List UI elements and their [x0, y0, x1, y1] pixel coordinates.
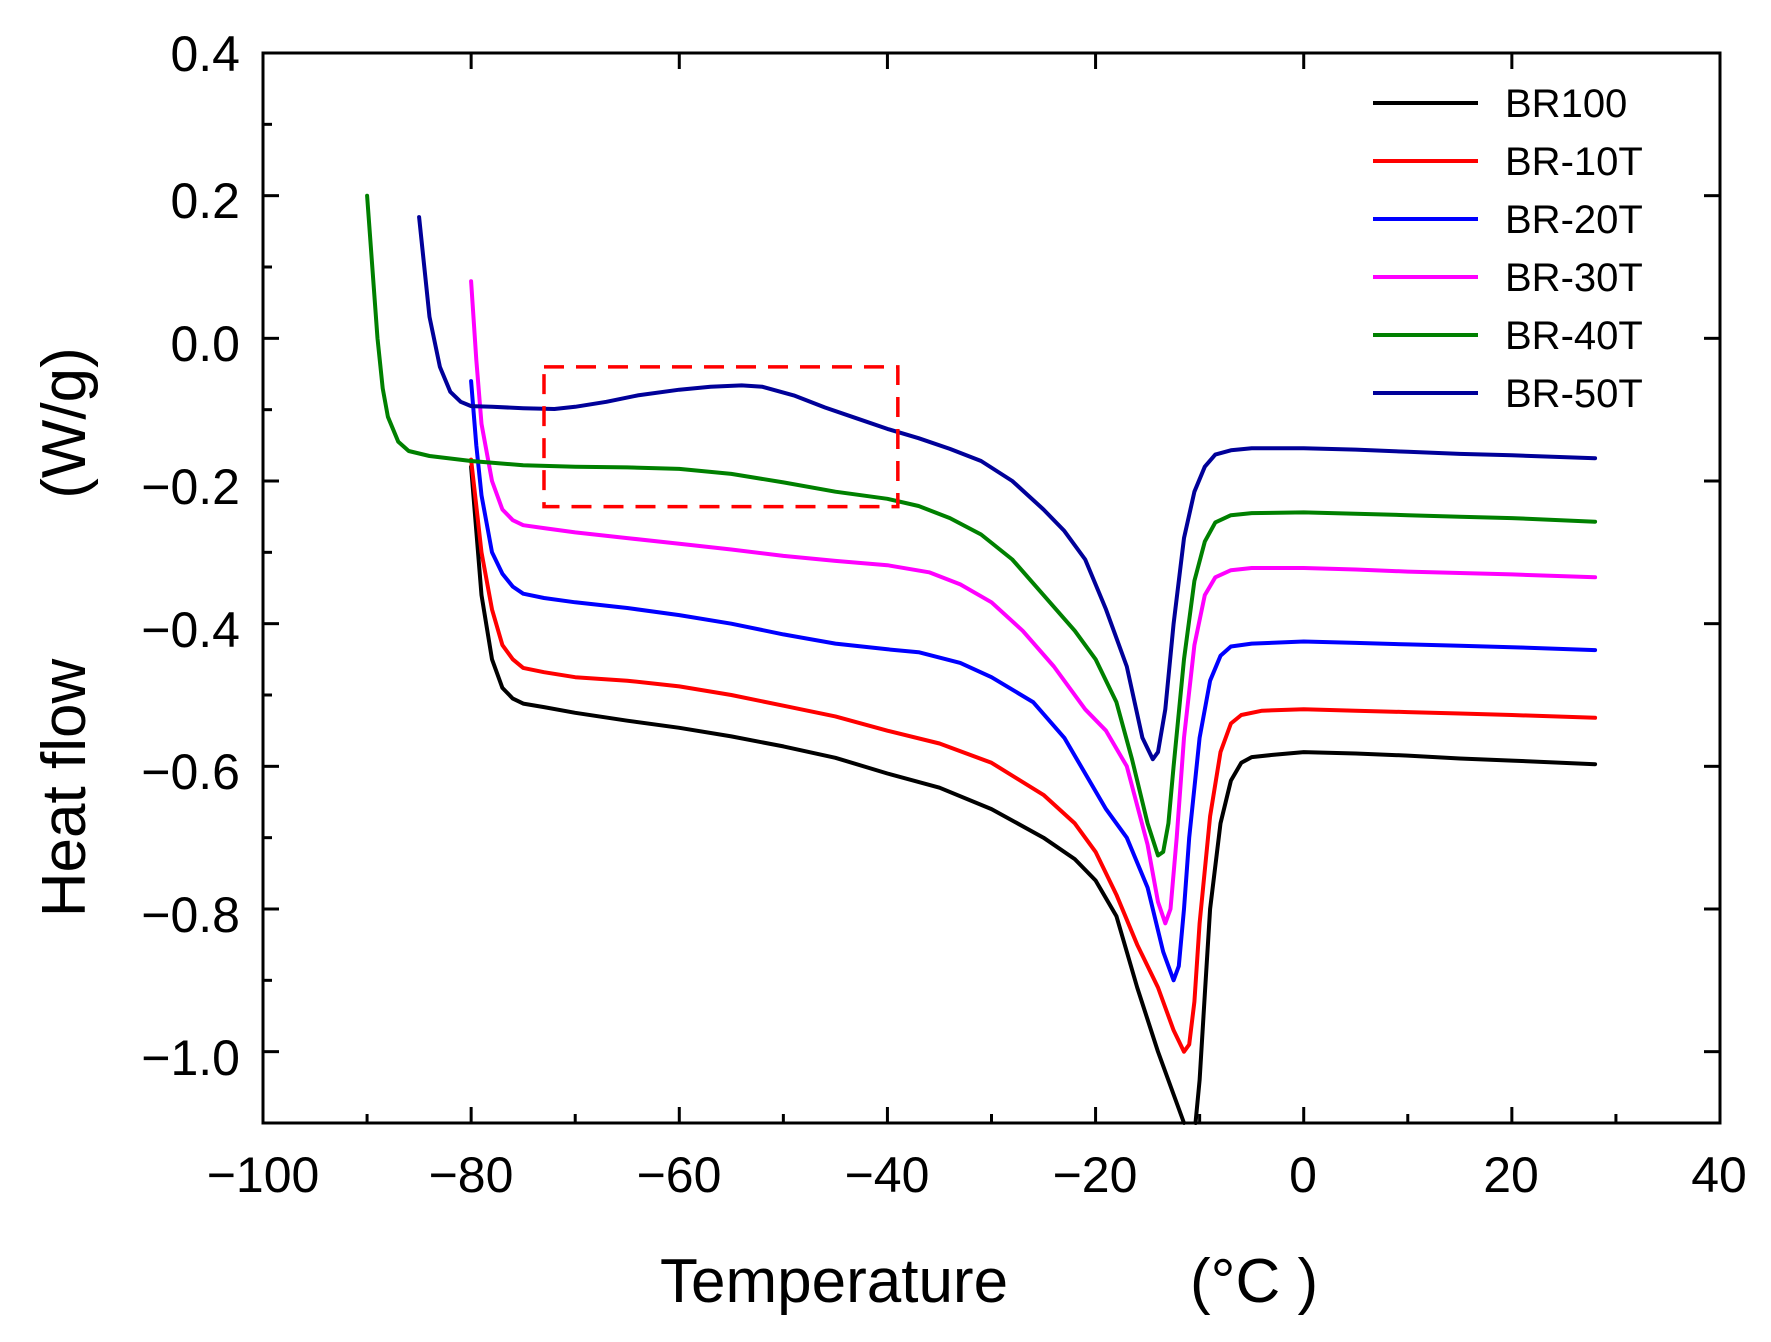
- y-axis-label: Heat flow: [30, 659, 99, 918]
- x-axis-unit: (°C ): [1190, 1247, 1318, 1316]
- legend-label: BR-40T: [1505, 314, 1643, 358]
- y-tick-label: 0.4: [170, 26, 240, 82]
- legend-item-br-20t: BR-20T: [1373, 198, 1643, 242]
- y-tick-labels: 0.4 0.2 0.0 −0.2 −0.4 −0.6 −0.8 −1.0: [141, 26, 240, 1086]
- y-tick-label: −0.8: [141, 887, 240, 943]
- y-tick-label: −0.6: [141, 744, 240, 800]
- x-tick-label: −60: [637, 1147, 722, 1203]
- series-line-br-50t: [417, 215, 1598, 762]
- x-axis-label: Temperature: [660, 1247, 1008, 1316]
- y-axis-unit: (W/g): [30, 347, 99, 499]
- series-line-br100-segment-2: [1193, 750, 1598, 1125]
- legend-item-br-40t: BR-40T: [1373, 314, 1643, 358]
- series-line-br100: [469, 464, 1186, 1125]
- x-tick-label: −20: [1053, 1147, 1138, 1203]
- series-line-br-30t: [469, 279, 1598, 926]
- x-tick-label: −80: [429, 1147, 514, 1203]
- legend-item-br100: BR100: [1373, 82, 1627, 126]
- curves-group: [365, 193, 1598, 1125]
- plot-area: [261, 51, 1722, 1125]
- highlight-box: [542, 365, 900, 509]
- x-tick-label: −100: [207, 1147, 320, 1203]
- y-tick-label: 0.2: [170, 173, 240, 229]
- series-line-br-40t: [365, 193, 1598, 858]
- x-tick-label: −40: [845, 1147, 930, 1203]
- legend-item-br-30t: BR-30T: [1373, 256, 1643, 300]
- legend-item-br-10t: BR-10T: [1373, 140, 1643, 184]
- y-axis-title: Heat flow (W/g): [30, 347, 99, 917]
- y-tick-label: −0.2: [141, 459, 240, 515]
- legend: BR100 BR-10T BR-20T BR-30T BR-40T BR-50T: [1373, 82, 1643, 416]
- legend-label: BR-50T: [1505, 372, 1643, 416]
- series-line-br-20t: [469, 379, 1598, 983]
- axis-ticks: [261, 51, 1722, 1125]
- series-line-br-10t: [469, 457, 1598, 1054]
- legend-label: BR100: [1505, 82, 1627, 126]
- x-axis-title: Temperature (°C ): [660, 1247, 1318, 1316]
- legend-label: BR-20T: [1505, 198, 1643, 242]
- x-tick-labels: −100 −80 −60 −40 −20 0 20 40: [207, 1147, 1747, 1203]
- y-tick-label: −0.4: [141, 602, 240, 658]
- x-tick-label: 40: [1691, 1147, 1747, 1203]
- x-tick-label: 0: [1289, 1147, 1317, 1203]
- x-tick-label: 20: [1483, 1147, 1539, 1203]
- y-tick-label: −1.0: [141, 1030, 240, 1086]
- legend-item-br-50t: BR-50T: [1373, 372, 1643, 416]
- y-tick-label: 0.0: [170, 316, 240, 372]
- legend-label: BR-10T: [1505, 140, 1643, 184]
- legend-label: BR-30T: [1505, 256, 1643, 300]
